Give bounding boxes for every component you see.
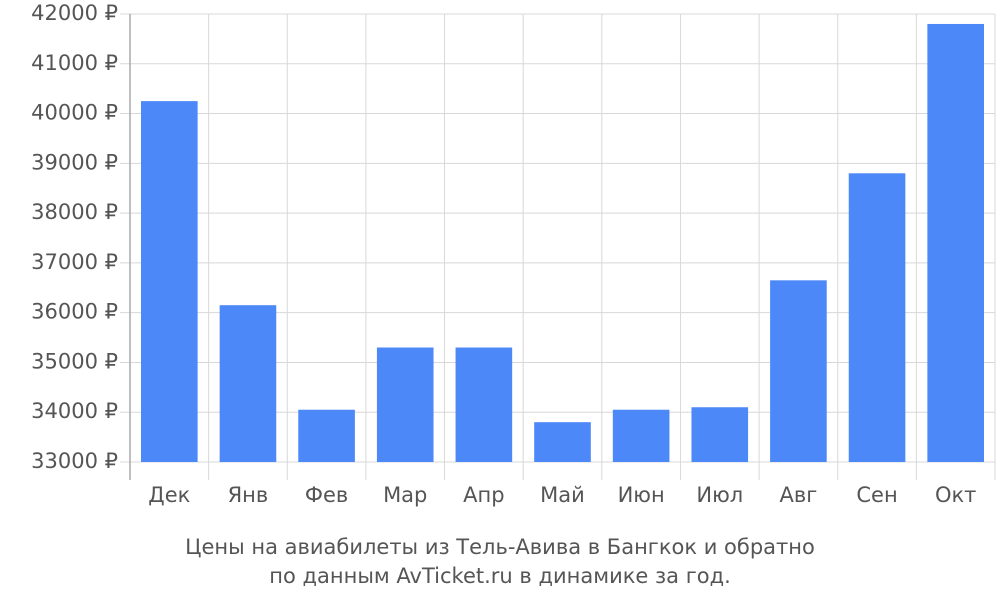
bar (455, 347, 513, 462)
bar (927, 23, 984, 462)
bar (691, 407, 749, 462)
x-tick-label: Дек (148, 483, 190, 507)
y-tick-label: 42000 ₽ (31, 1, 118, 25)
caption-line: по данным AvTicket.ru в динамике за год. (269, 564, 731, 588)
y-tick-label: 41000 ₽ (31, 51, 118, 75)
y-tick-label: 38000 ₽ (31, 200, 118, 224)
y-tick-label: 36000 ₽ (31, 300, 118, 324)
x-tick-label: Сен (856, 483, 897, 507)
bar (376, 347, 434, 462)
y-tick-label: 39000 ₽ (31, 150, 118, 174)
bar (848, 173, 906, 463)
bar (770, 280, 827, 462)
x-tick-label: Янв (228, 483, 269, 507)
y-tick-label: 40000 ₽ (31, 101, 118, 125)
caption-line: Цены на авиабилеты из Тель-Авива в Бангк… (185, 535, 815, 559)
bar (219, 305, 277, 462)
x-tick-label: Окт (935, 483, 976, 507)
bar (534, 422, 591, 462)
y-tick-label: 35000 ₽ (31, 349, 118, 373)
x-tick-label: Июл (696, 483, 743, 507)
x-tick-label: Апр (463, 483, 504, 507)
x-tick-label: Май (540, 483, 585, 507)
bar (612, 409, 670, 462)
bar (298, 409, 355, 462)
y-tick-label: 34000 ₽ (31, 399, 118, 423)
x-tick-label: Фев (305, 483, 348, 507)
x-tick-label: Авг (780, 483, 818, 507)
y-tick-label: 33000 ₽ (31, 449, 118, 473)
x-tick-label: Июн (618, 483, 665, 507)
y-tick-label: 37000 ₽ (31, 250, 118, 274)
bar (141, 101, 198, 462)
x-tick-label: Мар (383, 483, 427, 507)
